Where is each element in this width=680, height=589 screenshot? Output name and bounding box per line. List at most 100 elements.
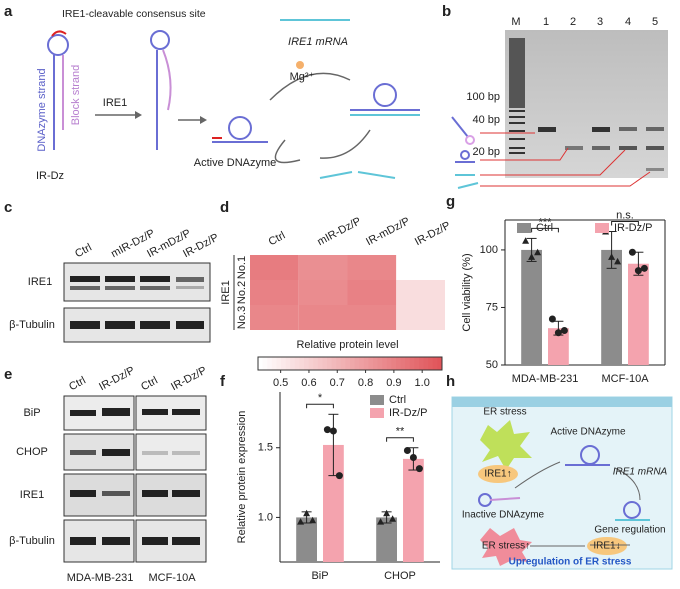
lane-label: 5 — [652, 16, 658, 28]
panel-label: f — [220, 373, 226, 390]
data-point — [534, 248, 542, 256]
colorbar-step — [350, 357, 356, 370]
gel-bands — [509, 38, 664, 171]
row-label: IRE1 — [20, 489, 44, 501]
row-label: IRE1 — [28, 276, 52, 288]
construct-label: IR-Dz — [36, 170, 64, 182]
lane-label: Ctrl — [67, 375, 88, 394]
data-point — [554, 329, 562, 337]
membrane — [452, 397, 672, 407]
legend-label: IR-Dz/P — [389, 407, 428, 419]
colorbar-step — [409, 357, 415, 370]
colorbar-step — [317, 357, 323, 370]
lane-label: IR-Dz/P — [169, 365, 209, 394]
heat-cell — [347, 280, 397, 305]
lane-label: Ctrl — [73, 242, 94, 261]
data-point — [297, 518, 305, 525]
marker-label: 100 bp — [466, 91, 500, 103]
x-tick-label: BiP — [311, 570, 328, 582]
h-text: Upregulation of ER stress — [509, 557, 632, 568]
legend-label: Ctrl — [389, 394, 406, 406]
colorbar-step — [304, 357, 310, 370]
heat-cell — [298, 305, 348, 330]
bar — [601, 249, 622, 365]
data-point — [415, 465, 423, 473]
row-label: β-Tubulin — [9, 319, 55, 331]
heat-cell — [250, 255, 299, 280]
data-point — [335, 472, 343, 480]
colorbar-step — [299, 357, 305, 370]
data-point — [548, 315, 556, 323]
schematic-a — [47, 19, 420, 179]
significance-bracket — [306, 403, 334, 409]
colorbar-step — [262, 357, 268, 370]
marker-label: 20 bp — [472, 146, 500, 158]
h-text: IRE1↑ — [484, 469, 511, 480]
h-text: IRE1 mRNA — [613, 467, 668, 478]
heat-cell — [347, 305, 397, 330]
lane-label: 2 — [570, 16, 576, 28]
bar — [628, 263, 649, 365]
blot-bands-e — [70, 408, 200, 545]
row-label: β-Tubulin — [9, 535, 55, 547]
colorbar-step — [423, 357, 429, 370]
bar — [296, 517, 317, 562]
data-point — [608, 253, 616, 260]
column-label: IR-Dz/P — [413, 220, 453, 249]
colorbar-step — [359, 357, 365, 370]
heat-cell — [250, 305, 299, 330]
x-tick-label: MDA-MB-231 — [512, 373, 579, 385]
significance-label: n.s. — [616, 209, 634, 221]
colorbar-step — [285, 357, 291, 370]
column-label: mIR-Dz/P — [315, 215, 363, 248]
colorbar-step — [391, 357, 397, 370]
colorbar-tick-label: 0.6 — [301, 377, 316, 389]
colorbar-step — [258, 357, 264, 370]
gel — [505, 30, 668, 178]
bar — [548, 328, 569, 365]
panel-label: d — [220, 199, 229, 216]
y-tick-label: 100 — [480, 244, 498, 256]
colorbar-tick-label: 1.0 — [415, 377, 430, 389]
legend-swatch — [517, 223, 531, 233]
y-axis-label: Relative protein expression — [236, 411, 248, 544]
h-text: ER stress↑ — [482, 541, 530, 552]
colorbar-step — [276, 357, 282, 370]
mrna-label: IRE1 mRNA — [288, 36, 348, 48]
panel-label: e — [4, 366, 12, 383]
data-point — [528, 253, 536, 260]
legend-label: Ctrl — [536, 222, 553, 234]
colorbar-tick-label: 0.5 — [273, 377, 288, 389]
colorbar-step — [267, 357, 273, 370]
y-tick-label: 50 — [486, 359, 498, 371]
significance-label: *** — [539, 216, 553, 228]
data-point — [628, 248, 636, 256]
row-label: No.1 — [236, 256, 248, 279]
colorbar-step — [281, 357, 287, 370]
h-text: ER stress — [483, 407, 526, 418]
lane-label: 3 — [597, 16, 603, 28]
colorbar-step — [340, 357, 346, 370]
colorbar-step — [386, 357, 392, 370]
cell-label: MDA-MB-231 — [67, 572, 134, 584]
lane-label: Ctrl — [139, 375, 160, 394]
colorbar-step — [294, 357, 300, 370]
column-label: IR-mDz/P — [364, 215, 412, 248]
y-axis-label: Cell viability (%) — [461, 253, 473, 331]
colorbar-step — [414, 357, 420, 370]
colorbar-step — [382, 357, 388, 370]
colorbar-step — [327, 357, 333, 370]
x-tick-label: MCF-10A — [601, 373, 649, 385]
colorbar-label: Relative protein level — [296, 339, 398, 351]
y-tick-label: 1.5 — [258, 442, 273, 454]
data-point — [522, 237, 530, 244]
row-label: No.2 — [236, 281, 248, 304]
colorbar-step — [396, 357, 402, 370]
colorbar-step — [290, 357, 296, 370]
heat-cell — [298, 255, 348, 280]
heat-cell — [298, 280, 348, 305]
colorbar-step — [373, 357, 379, 370]
colorbar-step — [308, 357, 314, 370]
panel-label: h — [446, 373, 455, 390]
